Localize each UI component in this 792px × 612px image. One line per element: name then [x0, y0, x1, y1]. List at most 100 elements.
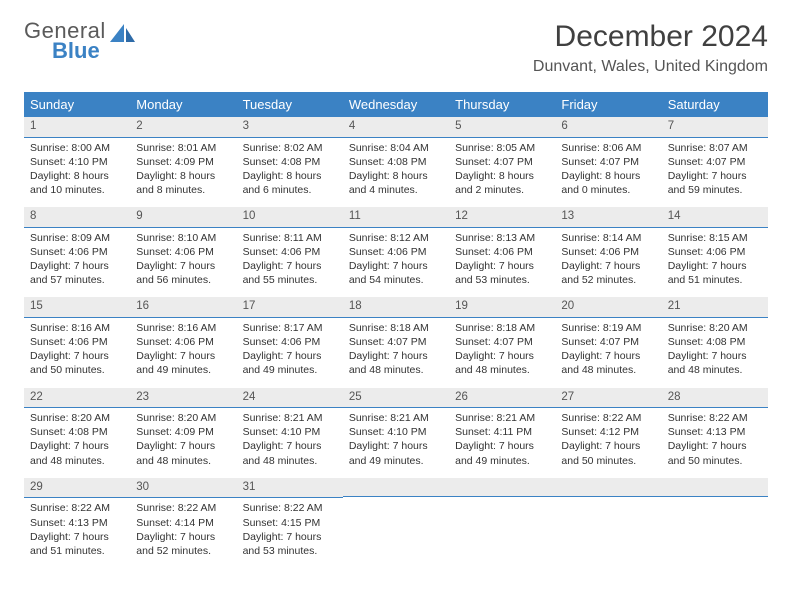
sunset-line: Sunset: 4:08 PM	[243, 155, 337, 169]
sunrise-line: Sunrise: 8:00 AM	[30, 141, 124, 155]
daylight-line: Daylight: 7 hours and 48 minutes.	[455, 349, 549, 377]
sunrise-line: Sunrise: 8:22 AM	[668, 411, 762, 425]
sunset-line: Sunset: 4:08 PM	[30, 425, 124, 439]
weekday-header: Tuesday	[237, 92, 343, 117]
sail-icon	[110, 24, 136, 51]
day-content: Sunrise: 8:18 AMSunset: 4:07 PMDaylight:…	[343, 318, 449, 382]
calendar-day-cell: 31Sunrise: 8:22 AMSunset: 4:15 PMDayligh…	[237, 478, 343, 562]
day-content: Sunrise: 8:12 AMSunset: 4:06 PMDaylight:…	[343, 228, 449, 292]
daylight-line: Daylight: 7 hours and 54 minutes.	[349, 259, 443, 287]
day-number: 31	[237, 478, 343, 499]
sunset-line: Sunset: 4:06 PM	[349, 245, 443, 259]
sunset-line: Sunset: 4:07 PM	[455, 155, 549, 169]
sunrise-line: Sunrise: 8:11 AM	[243, 231, 337, 245]
calendar-day-cell: 28Sunrise: 8:22 AMSunset: 4:13 PMDayligh…	[662, 388, 768, 472]
day-number: 23	[130, 388, 236, 409]
day-number: 29	[24, 478, 130, 499]
sunset-line: Sunset: 4:15 PM	[243, 516, 337, 530]
day-number: 7	[662, 117, 768, 138]
calendar-day-cell: 18Sunrise: 8:18 AMSunset: 4:07 PMDayligh…	[343, 297, 449, 381]
day-number: 22	[24, 388, 130, 409]
sunrise-line: Sunrise: 8:15 AM	[668, 231, 762, 245]
sunrise-line: Sunrise: 8:01 AM	[136, 141, 230, 155]
day-number: 15	[24, 297, 130, 318]
sunrise-line: Sunrise: 8:20 AM	[668, 321, 762, 335]
day-content: Sunrise: 8:07 AMSunset: 4:07 PMDaylight:…	[662, 138, 768, 202]
logo: General Blue	[24, 20, 136, 62]
calendar-day-cell: 24Sunrise: 8:21 AMSunset: 4:10 PMDayligh…	[237, 388, 343, 472]
calendar-week-row: 8Sunrise: 8:09 AMSunset: 4:06 PMDaylight…	[24, 207, 768, 291]
calendar-day-cell: 29Sunrise: 8:22 AMSunset: 4:13 PMDayligh…	[24, 478, 130, 562]
sunset-line: Sunset: 4:06 PM	[243, 335, 337, 349]
sunrise-line: Sunrise: 8:14 AM	[561, 231, 655, 245]
day-content: Sunrise: 8:22 AMSunset: 4:15 PMDaylight:…	[237, 498, 343, 562]
daylight-line: Daylight: 7 hours and 56 minutes.	[136, 259, 230, 287]
sunset-line: Sunset: 4:13 PM	[30, 516, 124, 530]
day-number: 13	[555, 207, 661, 228]
day-content: Sunrise: 8:21 AMSunset: 4:10 PMDaylight:…	[343, 408, 449, 472]
day-content: Sunrise: 8:17 AMSunset: 4:06 PMDaylight:…	[237, 318, 343, 382]
sunrise-line: Sunrise: 8:02 AM	[243, 141, 337, 155]
day-content: Sunrise: 8:22 AMSunset: 4:14 PMDaylight:…	[130, 498, 236, 562]
sunrise-line: Sunrise: 8:09 AM	[30, 231, 124, 245]
sunrise-line: Sunrise: 8:21 AM	[349, 411, 443, 425]
calendar-day-cell: 21Sunrise: 8:20 AMSunset: 4:08 PMDayligh…	[662, 297, 768, 381]
calendar-day-cell: 9Sunrise: 8:10 AMSunset: 4:06 PMDaylight…	[130, 207, 236, 291]
calendar-day-cell: 4Sunrise: 8:04 AMSunset: 4:08 PMDaylight…	[343, 117, 449, 201]
daylight-line: Daylight: 8 hours and 10 minutes.	[30, 169, 124, 197]
calendar-day-cell	[662, 478, 768, 562]
day-number: 20	[555, 297, 661, 318]
sunset-line: Sunset: 4:10 PM	[349, 425, 443, 439]
calendar-day-cell: 25Sunrise: 8:21 AMSunset: 4:10 PMDayligh…	[343, 388, 449, 472]
sunrise-line: Sunrise: 8:22 AM	[136, 501, 230, 515]
calendar-day-cell: 6Sunrise: 8:06 AMSunset: 4:07 PMDaylight…	[555, 117, 661, 201]
title-block: December 2024 Dunvant, Wales, United Kin…	[533, 20, 768, 76]
sunset-line: Sunset: 4:06 PM	[243, 245, 337, 259]
calendar-day-cell: 2Sunrise: 8:01 AMSunset: 4:09 PMDaylight…	[130, 117, 236, 201]
day-content: Sunrise: 8:18 AMSunset: 4:07 PMDaylight:…	[449, 318, 555, 382]
sunset-line: Sunset: 4:06 PM	[30, 335, 124, 349]
daylight-line: Daylight: 7 hours and 48 minutes.	[561, 349, 655, 377]
day-number: 17	[237, 297, 343, 318]
day-number: 28	[662, 388, 768, 409]
weekday-header-row: SundayMondayTuesdayWednesdayThursdayFrid…	[24, 92, 768, 117]
calendar-day-cell: 14Sunrise: 8:15 AMSunset: 4:06 PMDayligh…	[662, 207, 768, 291]
day-content: Sunrise: 8:11 AMSunset: 4:06 PMDaylight:…	[237, 228, 343, 292]
sunrise-line: Sunrise: 8:07 AM	[668, 141, 762, 155]
day-number: 19	[449, 297, 555, 318]
daylight-line: Daylight: 7 hours and 50 minutes.	[30, 349, 124, 377]
sunset-line: Sunset: 4:10 PM	[243, 425, 337, 439]
calendar-table: SundayMondayTuesdayWednesdayThursdayFrid…	[24, 92, 768, 562]
daylight-line: Daylight: 7 hours and 51 minutes.	[30, 530, 124, 558]
sunset-line: Sunset: 4:08 PM	[349, 155, 443, 169]
day-content: Sunrise: 8:10 AMSunset: 4:06 PMDaylight:…	[130, 228, 236, 292]
sunset-line: Sunset: 4:06 PM	[136, 245, 230, 259]
day-content: Sunrise: 8:14 AMSunset: 4:06 PMDaylight:…	[555, 228, 661, 292]
sunset-line: Sunset: 4:10 PM	[30, 155, 124, 169]
day-number: 4	[343, 117, 449, 138]
sunset-line: Sunset: 4:07 PM	[349, 335, 443, 349]
daylight-line: Daylight: 7 hours and 52 minutes.	[136, 530, 230, 558]
day-content: Sunrise: 8:16 AMSunset: 4:06 PMDaylight:…	[130, 318, 236, 382]
daylight-line: Daylight: 7 hours and 49 minutes.	[349, 439, 443, 467]
day-number: 16	[130, 297, 236, 318]
daylight-line: Daylight: 7 hours and 55 minutes.	[243, 259, 337, 287]
empty-day-header	[662, 478, 768, 497]
daylight-line: Daylight: 7 hours and 53 minutes.	[455, 259, 549, 287]
calendar-day-cell: 10Sunrise: 8:11 AMSunset: 4:06 PMDayligh…	[237, 207, 343, 291]
sunrise-line: Sunrise: 8:10 AM	[136, 231, 230, 245]
day-number: 27	[555, 388, 661, 409]
daylight-line: Daylight: 7 hours and 48 minutes.	[136, 439, 230, 467]
day-number: 30	[130, 478, 236, 499]
calendar-day-cell: 27Sunrise: 8:22 AMSunset: 4:12 PMDayligh…	[555, 388, 661, 472]
weekday-header: Monday	[130, 92, 236, 117]
sunrise-line: Sunrise: 8:13 AM	[455, 231, 549, 245]
sunrise-line: Sunrise: 8:04 AM	[349, 141, 443, 155]
daylight-line: Daylight: 7 hours and 59 minutes.	[668, 169, 762, 197]
weekday-header: Sunday	[24, 92, 130, 117]
day-number: 25	[343, 388, 449, 409]
sunrise-line: Sunrise: 8:21 AM	[455, 411, 549, 425]
daylight-line: Daylight: 7 hours and 52 minutes.	[561, 259, 655, 287]
empty-day-header	[343, 478, 449, 497]
sunset-line: Sunset: 4:07 PM	[455, 335, 549, 349]
